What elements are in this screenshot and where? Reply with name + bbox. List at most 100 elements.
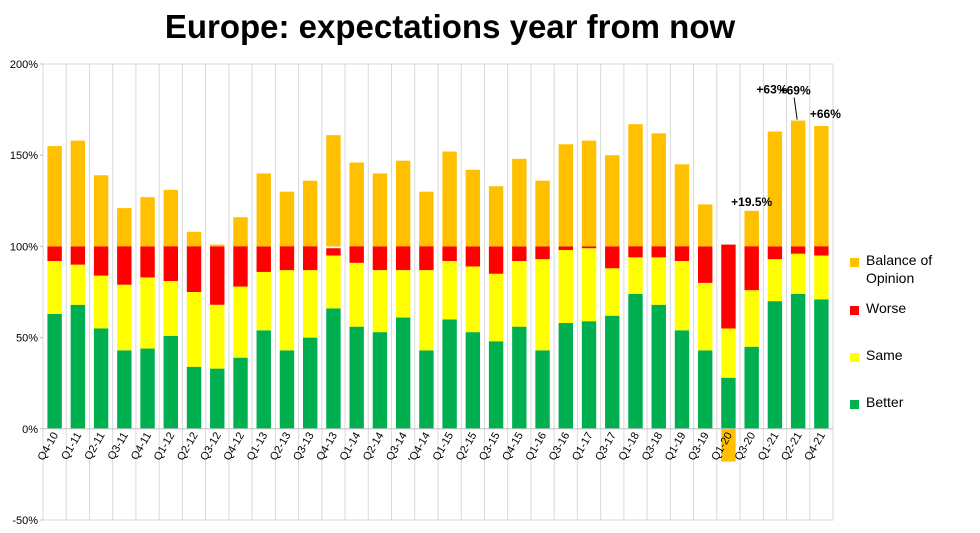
bar-worse: [233, 244, 248, 287]
bar-better: [349, 326, 364, 429]
bar-worse: [326, 248, 341, 256]
bar-worse: [744, 244, 759, 291]
bar-same: [605, 268, 620, 316]
bar-worse: [605, 246, 620, 269]
bar-same: [233, 286, 248, 358]
bar-better: [558, 323, 573, 429]
bar-better: [419, 350, 434, 429]
legend-label-better: Better: [866, 394, 904, 410]
chart-title: Europe: expectations year from now: [164, 8, 736, 45]
bar-same: [256, 271, 271, 331]
bar-same: [790, 253, 806, 294]
bar-same: [814, 255, 829, 300]
bar-better: [117, 350, 132, 429]
bar-balance: [372, 173, 388, 247]
bar-worse: [47, 246, 62, 261]
bar-worse: [651, 244, 666, 258]
y-tick-label: 0%: [22, 424, 38, 436]
y-tick-label: 150%: [10, 150, 38, 162]
bar-balance: [674, 164, 690, 247]
bar-worse: [163, 244, 178, 282]
bar-worse: [256, 246, 271, 272]
bar-worse: [535, 246, 550, 260]
bar-same: [651, 257, 666, 305]
bar-better: [326, 308, 341, 429]
x-tick-label: Q1-17: [570, 430, 596, 462]
bar-worse: [512, 246, 527, 261]
annotation-label: +63%: [756, 82, 787, 96]
bar-better: [163, 335, 178, 429]
x-tick-label: Q2-13: [268, 430, 294, 462]
bar-worse: [419, 244, 434, 271]
x-tick-label: Q4-15: [500, 430, 526, 462]
bar-worse: [210, 246, 225, 305]
bar-better: [279, 350, 295, 429]
bar-same: [47, 260, 62, 314]
bar-better: [790, 293, 806, 429]
bar-worse: [279, 244, 295, 271]
x-tick-label: Q1-19: [663, 430, 689, 462]
bar-better: [581, 321, 597, 429]
bar-better: [70, 304, 86, 429]
bar-better: [233, 357, 248, 429]
bar-balance: [558, 144, 573, 247]
bar-better: [628, 293, 643, 429]
annotation-label: +69%: [780, 84, 811, 98]
bar-same: [442, 260, 457, 320]
bar-balance: [419, 191, 434, 247]
x-tick-label: Q1-16: [523, 430, 549, 462]
legend-swatch-worse: [850, 306, 859, 315]
bar-better: [210, 368, 225, 429]
bar-same: [395, 270, 411, 318]
bar-same: [303, 270, 318, 338]
bar-worse: [767, 246, 783, 260]
x-tick-label: Q4-11: [129, 430, 154, 462]
bar-better: [395, 317, 411, 429]
bar-balance: [279, 191, 295, 247]
bar-worse: [628, 244, 643, 258]
bar-better: [651, 304, 666, 429]
x-tick-label: Q1-15: [431, 430, 457, 462]
y-tick-label: 200%: [10, 59, 38, 71]
bar-balance: [512, 158, 527, 247]
bar-balance: [395, 160, 411, 247]
bar-same: [674, 260, 690, 331]
x-tick-label: Q3-13: [291, 430, 317, 462]
bar-better: [186, 366, 202, 429]
bar-balance: [256, 173, 271, 247]
x-tick-label: Q1-21: [756, 430, 782, 462]
x-tick-label: Q2-21: [779, 430, 805, 462]
bar-better: [47, 313, 62, 429]
x-tick-label: Q3-15: [477, 430, 503, 462]
x-tick-label: Q3-12: [198, 430, 224, 462]
bar-balance: [442, 151, 457, 247]
bar-balance: [140, 197, 155, 247]
x-tick-label: Q1-13: [245, 430, 271, 462]
bar-better: [372, 332, 388, 429]
bar-better: [535, 350, 550, 429]
bar-same: [349, 262, 364, 327]
bar-balance: [210, 244, 225, 247]
bar-same: [698, 282, 713, 351]
bar-better: [93, 328, 109, 429]
bar-same: [488, 273, 504, 342]
legend-swatch-better: [850, 400, 859, 409]
bar-balance: [581, 140, 597, 247]
bar-worse: [372, 246, 388, 271]
bar-better: [721, 377, 736, 429]
bar-balance: [488, 186, 504, 247]
x-tick-label: Q3-17: [593, 430, 619, 462]
bar-better: [465, 332, 481, 429]
annotation-leader-line: [793, 97, 798, 120]
bar-same: [326, 255, 341, 309]
bar-balance: [465, 169, 481, 247]
bar-balance: [651, 133, 666, 247]
x-tick-label: Q2-15: [454, 430, 480, 462]
x-tick-label: Q1-12: [152, 430, 178, 462]
bar-better: [488, 341, 504, 429]
bar-worse: [93, 246, 109, 276]
bar-better: [256, 330, 271, 429]
bar-better: [512, 326, 527, 429]
bar-balance: [790, 120, 806, 247]
x-tick-label: Q4-12: [221, 430, 247, 462]
